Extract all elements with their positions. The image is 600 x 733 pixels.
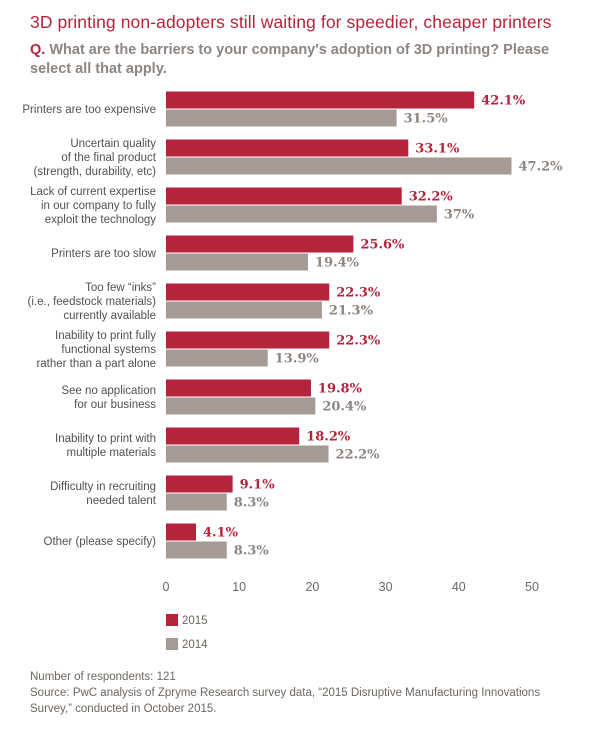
x-tick-label: 40: [452, 580, 466, 594]
category-label: See no application for our business: [61, 385, 156, 411]
value-label-2014: 13.9%: [275, 352, 320, 367]
category-label: Inability to print fully functional syste…: [36, 330, 156, 370]
bar-2015: [166, 427, 300, 445]
value-label-2015: 22.3%: [336, 286, 381, 301]
bar-2014: [166, 445, 329, 463]
value-label-2014: 31.5%: [404, 112, 449, 127]
value-label-2015: 33.1%: [415, 142, 460, 157]
bar-2014: [166, 253, 309, 271]
category-label-line: Difficulty in recruiting: [50, 481, 156, 493]
category-label-line: Printers are too expensive: [22, 104, 156, 116]
category-label-line: Inability to print with: [55, 433, 156, 445]
value-label-2014: 22.2%: [336, 448, 381, 463]
chart-question: Q. What are the barriers to your company…: [30, 41, 575, 79]
value-label-2015: 18.2%: [306, 430, 351, 445]
category-label-line: Other (please specify): [44, 536, 157, 548]
category-label-line: exploit the technology: [45, 214, 156, 226]
bar-2014: [166, 349, 268, 367]
bar-2015: [166, 523, 197, 541]
category-label-line: (strength, durability, etc): [33, 166, 156, 178]
x-tick-label: 30: [379, 580, 393, 594]
category-label: Printers are too expensive: [22, 104, 156, 116]
legend-label-2015: 2015: [182, 615, 208, 627]
value-label-2014: 8.3%: [234, 496, 270, 511]
value-label-2014: 47.2%: [519, 160, 564, 175]
category-label-line: currently available: [63, 310, 156, 322]
category-label: Printers are too slow: [51, 248, 157, 260]
value-label-2015: 9.1%: [240, 478, 276, 493]
category-label-line: for our business: [74, 399, 156, 411]
value-label-2015: 32.2%: [409, 190, 454, 205]
category-label-line: in our company to fully: [41, 200, 156, 212]
value-label-2015: 25.6%: [360, 238, 405, 253]
chart-footer: Number of respondents: 121 Source: PwC a…: [30, 669, 590, 717]
legend-swatch-2014: [166, 638, 178, 650]
category-label: Lack of current expertise in our company …: [30, 186, 156, 226]
value-label-2015: 19.8%: [318, 382, 363, 397]
question-text: What are the barriers to your company's …: [30, 42, 550, 77]
bar-2014: [166, 301, 322, 319]
category-label-line: rather than a part alone: [36, 358, 156, 370]
bar-2014: [166, 541, 227, 559]
category-label-line: Lack of current expertise: [30, 186, 156, 198]
value-label-2014: 19.4%: [315, 256, 360, 271]
bar-2015: [166, 91, 475, 109]
category-label-line: multiple materials: [67, 447, 157, 459]
respondents-note: Number of respondents: 121: [30, 671, 176, 683]
bar-2014: [166, 157, 512, 175]
question-label: Q.: [30, 42, 46, 58]
value-label-2015: 22.3%: [336, 334, 381, 349]
category-label: Inability to print with multiple material…: [55, 433, 156, 459]
source-note-line-1: Source: PwC analysis of Zpryme Research …: [30, 687, 541, 699]
category-label-line: Uncertain quality: [70, 138, 156, 150]
bar-chart: Printers are too expensive 42.1% 31.5% Unce…: [22, 91, 564, 651]
category-label-line: of the final product: [61, 152, 156, 164]
bar-2015: [166, 379, 311, 397]
bar-2015: [166, 331, 330, 349]
bar-2015: [166, 283, 330, 301]
legend-label-2014: 2014: [182, 639, 208, 651]
category-label-line: needed talent: [86, 495, 157, 507]
bar-2014: [166, 493, 227, 511]
category-label: Too few “inks” (i.e., feedstock materials…: [28, 282, 157, 322]
category-label-line: Too few “inks”: [85, 282, 156, 294]
category-label-line: functional systems: [61, 344, 156, 356]
category-label-line: See no application: [61, 385, 156, 397]
x-tick-label: 50: [525, 580, 539, 594]
x-tick-label: 10: [232, 580, 246, 594]
bar-2014: [166, 397, 316, 415]
bar-2015: [166, 139, 409, 157]
category-label: Difficulty in recruiting needed talent: [50, 481, 157, 507]
legend-swatch-2015: [166, 614, 178, 626]
category-label: Uncertain quality of the final product (st…: [33, 138, 156, 178]
value-label-2014: 21.3%: [329, 304, 374, 319]
category-label-line: Inability to print fully: [55, 330, 156, 342]
category-label-line: (i.e., feedstock materials): [28, 296, 157, 308]
value-label-2014: 20.4%: [322, 400, 367, 415]
x-tick-label: 0: [163, 580, 170, 594]
value-label-2014: 8.3%: [234, 544, 270, 559]
value-label-2014: 37%: [444, 208, 475, 223]
x-tick-label: 20: [305, 580, 319, 594]
category-label: Other (please specify): [44, 536, 157, 548]
bar-2015: [166, 235, 354, 253]
bar-2014: [166, 205, 437, 223]
chart-title: 3D printing non-adopters still waiting f…: [30, 12, 552, 32]
category-label-line: Printers are too slow: [51, 248, 157, 260]
value-label-2015: 42.1%: [481, 94, 526, 109]
value-label-2015: 4.1%: [203, 526, 239, 541]
bar-2015: [166, 475, 233, 493]
bar-2014: [166, 109, 397, 127]
source-note-line-2: Survey,” conducted in October 2015.: [30, 703, 217, 715]
bar-2015: [166, 187, 402, 205]
